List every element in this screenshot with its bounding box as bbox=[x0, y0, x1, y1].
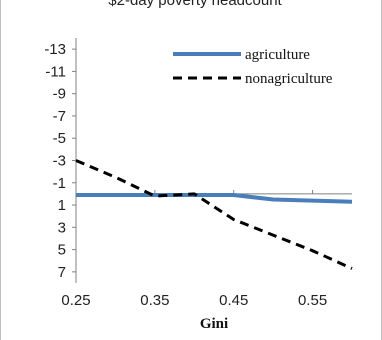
x-axis-label: Gini bbox=[200, 316, 228, 332]
y-tick-label: 5 bbox=[58, 242, 66, 259]
series-line-nonagriculture bbox=[75, 159, 353, 270]
series-line-agriculture bbox=[76, 193, 353, 204]
x-tick-label: 0.25 bbox=[61, 292, 90, 309]
y-tick-label: -5 bbox=[53, 130, 66, 147]
y-tick-label: 7 bbox=[58, 264, 66, 281]
series-layer bbox=[75, 159, 353, 270]
legend-label-agriculture: agriculture bbox=[245, 47, 310, 63]
x-tick-label: 0.45 bbox=[219, 292, 248, 309]
y-tick-label: -7 bbox=[53, 108, 66, 125]
legend-label-nonagriculture: nonagriculture bbox=[245, 71, 333, 87]
chart-title: $2-day poverty headcount bbox=[108, 0, 282, 9]
y-tick-label: 1 bbox=[58, 197, 66, 214]
x-tick-label: 0.55 bbox=[298, 292, 327, 309]
y-tick-label: -3 bbox=[53, 153, 66, 170]
x-tick-label: 0.35 bbox=[140, 292, 169, 309]
y-tick-label: -11 bbox=[45, 63, 66, 80]
y-tick-label: 3 bbox=[58, 219, 66, 236]
y-tick-label: -9 bbox=[53, 86, 66, 103]
y-tick-label: -1 bbox=[53, 175, 66, 192]
legend: agriculture nonagriculture bbox=[173, 47, 333, 87]
y-tick-label: -13 bbox=[44, 41, 66, 58]
